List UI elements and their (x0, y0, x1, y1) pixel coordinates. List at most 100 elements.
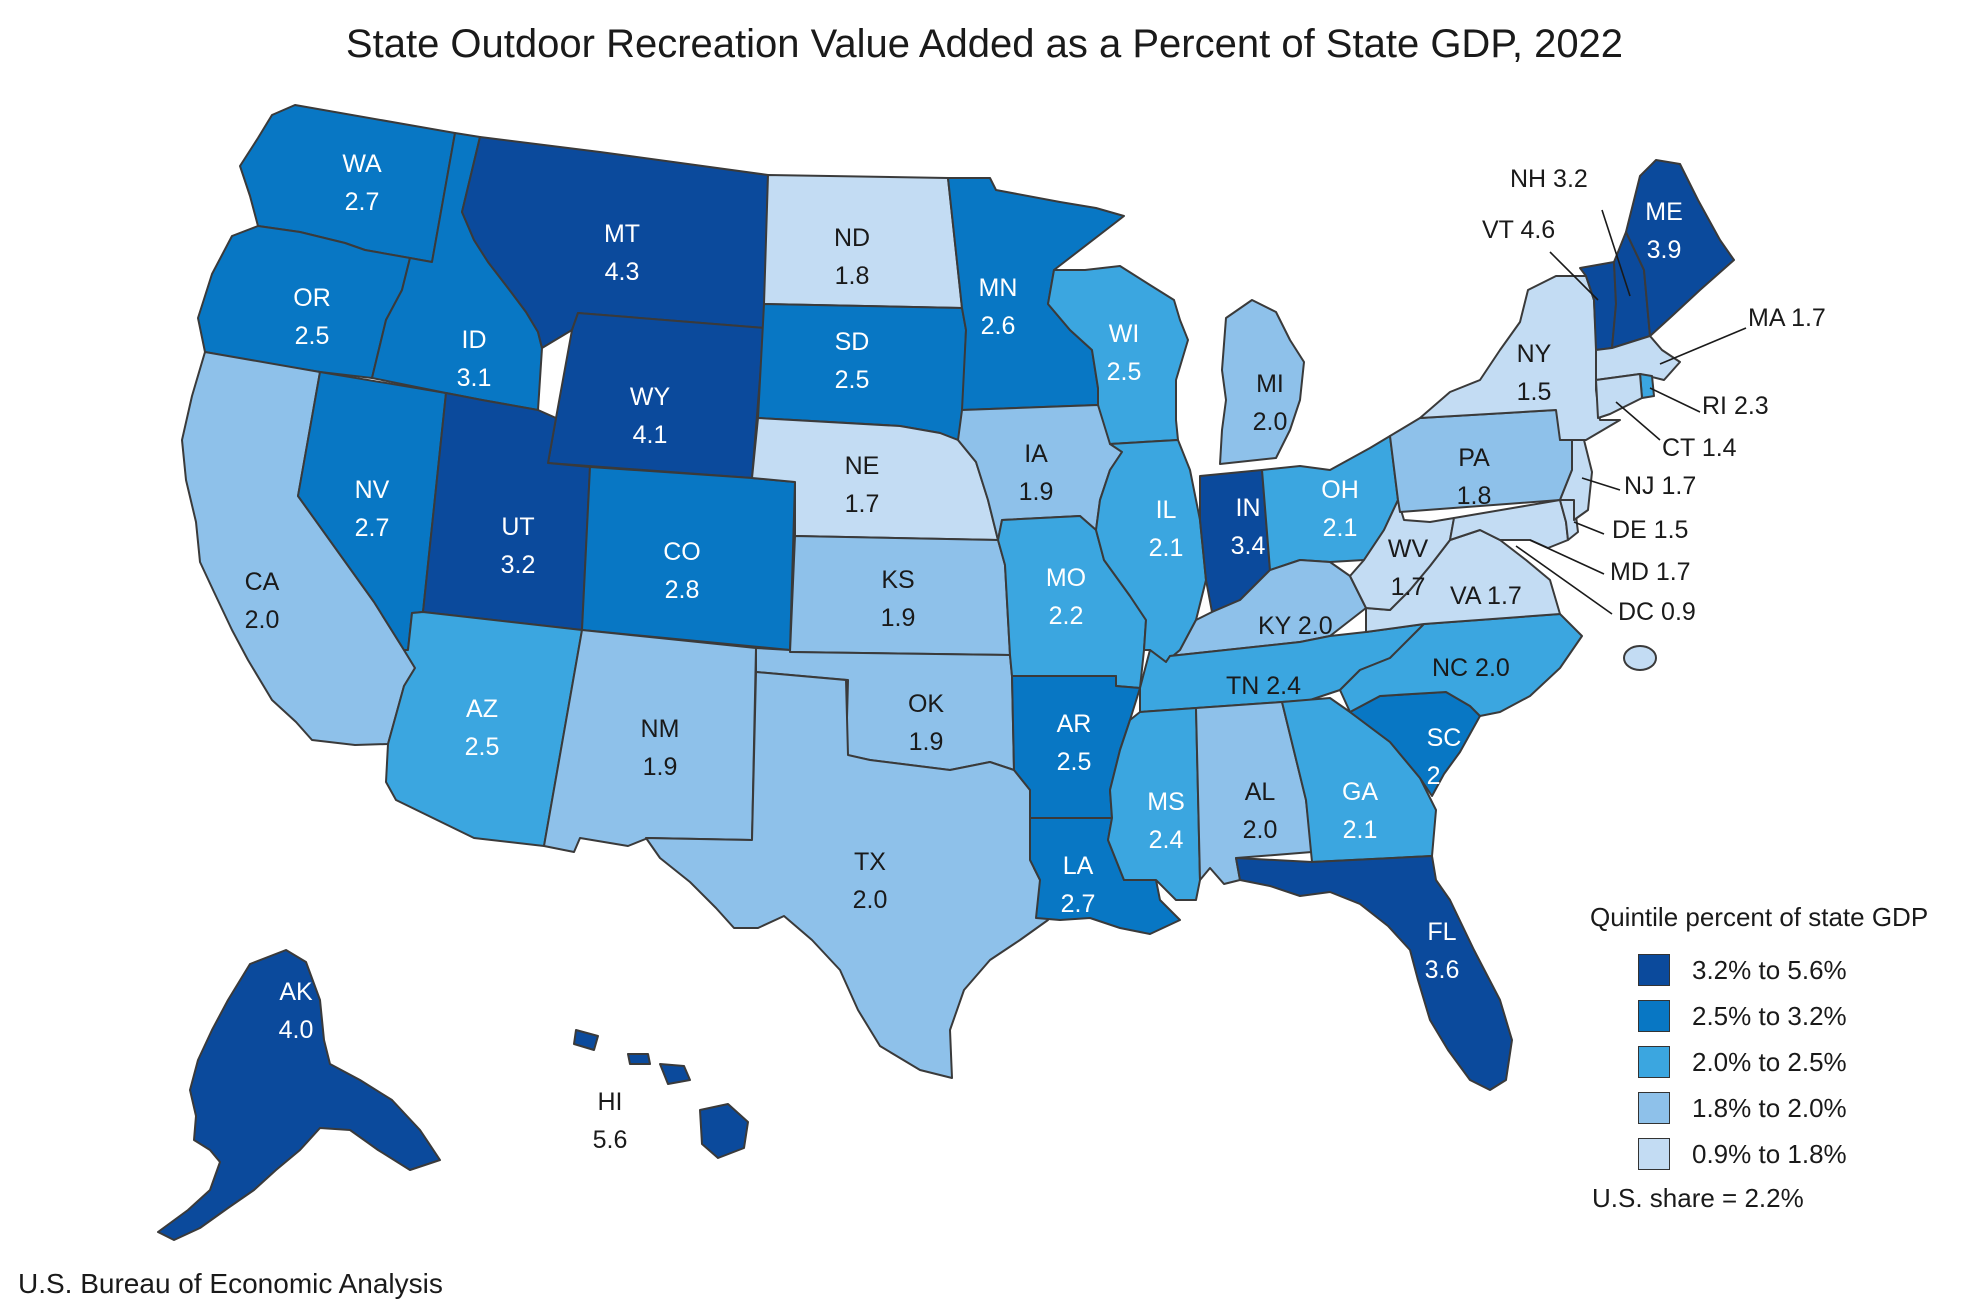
state-me[interactable] (1625, 159, 1735, 337)
state-code-fl: FL (1427, 918, 1456, 946)
state-code-sd: SD (835, 328, 870, 356)
leader-vt (1549, 251, 1599, 301)
state-code-la: LA (1063, 852, 1094, 880)
state-code-id: ID (462, 326, 487, 354)
state-code-ia: IA (1024, 440, 1048, 468)
legend-label-3: 2.0% to 2.5% (1692, 1046, 1847, 1077)
state-mi[interactable] (1219, 299, 1305, 465)
us-share-note: U.S. share = 2.2% (1592, 1183, 1804, 1213)
state-value-ny: 1.5 (1517, 378, 1552, 406)
state-value-nd: 1.8 (835, 262, 870, 290)
state-hi[interactable] (573, 1029, 749, 1159)
state-label-md: MD 1.7 (1610, 558, 1691, 586)
state-code-al: AL (1245, 778, 1276, 806)
map-title: State Outdoor Recreation Value Added as … (345, 22, 1624, 66)
state-value-in: 3.4 (1231, 532, 1266, 560)
state-value-mt: 4.3 (605, 258, 640, 286)
state-value-mo: 2.2 (1049, 602, 1084, 630)
state-code-il: IL (1156, 496, 1177, 524)
legend-item-1: 3.2% to 5.6% (1638, 947, 1969, 993)
state-value-ia: 1.9 (1019, 478, 1054, 506)
state-value-ok: 1.9 (909, 728, 944, 756)
legend-label-1: 3.2% to 5.6% (1692, 954, 1847, 985)
state-value-id: 3.1 (457, 364, 492, 392)
state-value-co: 2.8 (665, 576, 700, 604)
state-wi[interactable] (1047, 265, 1189, 445)
state-value-ar: 2.5 (1057, 748, 1092, 776)
state-code-nm: NM (641, 715, 680, 743)
state-tx[interactable] (645, 671, 1051, 1079)
state-value-tx: 2.0 (853, 886, 888, 914)
state-value-al: 2.0 (1243, 816, 1278, 844)
legend-swatch-1 (1638, 954, 1670, 986)
state-value-ga: 2.1 (1343, 816, 1378, 844)
state-nj[interactable] (1559, 431, 1593, 521)
state-code-in: IN (1236, 494, 1261, 522)
state-label-va: VA 1.7 (1450, 582, 1522, 610)
leader-ma (1659, 327, 1747, 365)
state-il[interactable] (1095, 439, 1207, 663)
state-code-nd: ND (834, 224, 870, 252)
state-ks[interactable] (789, 535, 1011, 656)
state-code-or: OR (293, 284, 331, 312)
state-code-mn: MN (979, 274, 1018, 302)
state-label-ma: MA 1.7 (1748, 304, 1826, 332)
state-co[interactable] (581, 466, 796, 651)
state-value-or: 2.5 (295, 322, 330, 350)
legend-title: Quintile percent of state GDP (1590, 902, 1929, 932)
state-value-ut: 3.2 (501, 551, 536, 579)
legend: Quintile percent of state GDP 3.2% to 5.… (1590, 902, 1969, 1214)
state-value-mn: 2.6 (981, 312, 1016, 340)
legend-item-5: 0.9% to 1.8% (1638, 1131, 1969, 1177)
state-value-fl: 3.6 (1425, 956, 1460, 984)
state-label-dc: DC 0.9 (1618, 598, 1696, 626)
state-ga[interactable] (1281, 697, 1437, 863)
state-code-ne: NE (845, 452, 880, 480)
state-code-ak: AK (279, 978, 313, 1006)
state-code-ok: OK (908, 690, 944, 718)
state-value-wi: 2.5 (1107, 358, 1142, 386)
state-code-oh: OH (1321, 476, 1359, 504)
state-value-pa: 1.8 (1457, 482, 1492, 510)
leader-ct (1615, 401, 1661, 441)
state-code-me: ME (1645, 198, 1683, 226)
state-label-de: DE 1.5 (1612, 516, 1688, 544)
state-shapes (157, 104, 1735, 1241)
state-code-mt: MT (604, 220, 640, 248)
state-code-ca: CA (245, 568, 280, 596)
leader-ri (1649, 387, 1701, 413)
state-fl[interactable] (1235, 855, 1513, 1091)
state-label-ky: KY 2.0 (1258, 612, 1333, 640)
state-label-nj: NJ 1.7 (1624, 472, 1696, 500)
state-code-wa: WA (342, 150, 382, 178)
state-ct[interactable] (1595, 373, 1643, 419)
state-code-ks: KS (881, 566, 914, 594)
state-dc[interactable] (1623, 645, 1657, 671)
leader-nh (1601, 209, 1631, 297)
state-code-mi: MI (1256, 370, 1284, 398)
state-nc[interactable] (1339, 613, 1583, 717)
state-value-wy: 4.1 (633, 421, 668, 449)
state-value-az: 2.5 (465, 733, 500, 761)
legend-label-4: 1.8% to 2.0% (1692, 1092, 1847, 1123)
state-code-sc: SC (1427, 724, 1462, 752)
leader-md (1529, 539, 1605, 575)
state-value-ms: 2.4 (1149, 826, 1184, 854)
state-value-me: 3.9 (1647, 236, 1682, 264)
legend-swatch-4 (1638, 1092, 1670, 1124)
state-label-nh: NH 3.2 (1510, 165, 1588, 193)
state-value-wv: 1.7 (1391, 573, 1426, 601)
state-label-vt: VT 4.6 (1482, 216, 1555, 244)
state-wv[interactable] (1349, 499, 1455, 611)
legend-item-2: 2.5% to 3.2% (1638, 993, 1969, 1039)
state-code-ms: MS (1147, 788, 1185, 816)
state-value-il: 2.1 (1149, 534, 1184, 562)
leader-dc (1515, 545, 1613, 615)
state-code-co: CO (663, 538, 701, 566)
state-value-mi: 2.0 (1253, 408, 1288, 436)
state-ak[interactable] (157, 949, 441, 1241)
state-labels: WA 2.7 OR 2.5 CA 2.0 NV 2.7 ID 3.1 MT 4.3 WY 4.1 UT 3.2… (245, 150, 1826, 1154)
state-code-ut: UT (501, 513, 534, 541)
leader-de (1573, 521, 1605, 535)
legend-swatch-5 (1638, 1138, 1670, 1170)
